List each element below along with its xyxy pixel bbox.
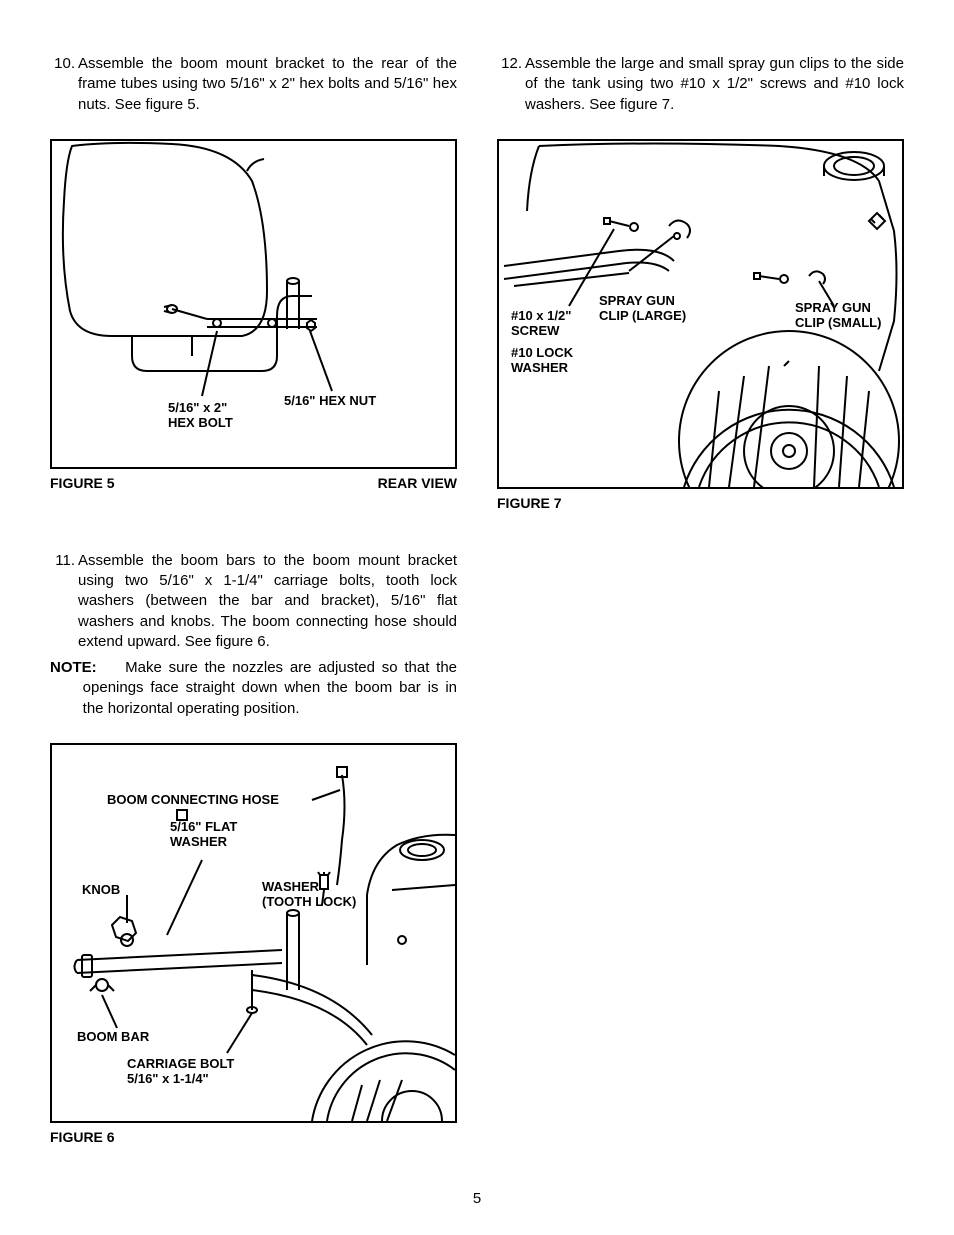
- callout-lock-washer: #10 LOCK WASHER: [511, 346, 573, 376]
- note-text: NOMake sure the nozzles are adjusted so …: [83, 658, 457, 719]
- step-10: 10. Assemble the boom mount bracket to t…: [50, 54, 457, 115]
- left-column: 10. Assemble the boom mount bracket to t…: [50, 54, 457, 1145]
- figure-5: 5/16" x 2" HEX BOLT 5/16" HEX NUT: [50, 139, 457, 469]
- callout-flat-washer: 5/16" FLAT WASHER: [170, 820, 237, 850]
- callout-hex-nut: 5/16" HEX NUT: [284, 394, 376, 409]
- callout-carriage-bolt: CARRIAGE BOLT 5/16" x 1-1/4": [127, 1057, 234, 1087]
- figure-6: BOOM CONNECTING HOSE 5/16" FLAT WASHER K…: [50, 743, 457, 1123]
- callout-boom-hose: BOOM CONNECTING HOSE: [107, 793, 279, 808]
- figure-5-drawing: [52, 141, 455, 467]
- callout-knob: KNOB: [82, 883, 120, 898]
- figure-5-label: FIGURE 5: [50, 475, 115, 491]
- figure-7-label: FIGURE 7: [497, 495, 562, 511]
- callout-hex-bolt: 5/16" x 2" HEX BOLT: [168, 401, 233, 431]
- step-number: 12.: [497, 54, 525, 115]
- callout-clip-small: SPRAY GUN CLIP (SMALL): [795, 301, 881, 331]
- callout-screw: #10 x 1/2" SCREW: [511, 309, 571, 339]
- figure-5-caption: FIGURE 5 REAR VIEW: [50, 475, 457, 491]
- right-column: 12. Assemble the large and small spray g…: [497, 54, 904, 1145]
- step-11: 11. Assemble the boom bars to the boom m…: [50, 551, 457, 652]
- figure-7-caption: FIGURE 7: [497, 495, 904, 511]
- step-text: Assemble the boom bars to the boom mount…: [78, 551, 457, 652]
- figure-6-label: FIGURE 6: [50, 1129, 115, 1145]
- step-12: 12. Assemble the large and small spray g…: [497, 54, 904, 115]
- figure-5-view: REAR VIEW: [378, 475, 457, 491]
- callout-tooth-lock: WASHER (TOOTH LOCK): [262, 880, 356, 910]
- step-text: Assemble the boom mount bracket to the r…: [78, 54, 457, 115]
- step-text: Assemble the large and small spray gun c…: [525, 54, 904, 115]
- note: NOTE: NOMake sure the nozzles are adjust…: [50, 658, 457, 719]
- callout-boom-bar: BOOM BAR: [77, 1030, 149, 1045]
- callout-clip-large: SPRAY GUN CLIP (LARGE): [599, 294, 686, 324]
- step-number: 10.: [50, 54, 78, 115]
- figure-7: #10 x 1/2" SCREW #10 LOCK WASHER SPRAY G…: [497, 139, 904, 489]
- step-number: 11.: [50, 551, 78, 652]
- page-number: 5: [0, 1190, 954, 1207]
- figure-6-caption: FIGURE 6: [50, 1129, 457, 1145]
